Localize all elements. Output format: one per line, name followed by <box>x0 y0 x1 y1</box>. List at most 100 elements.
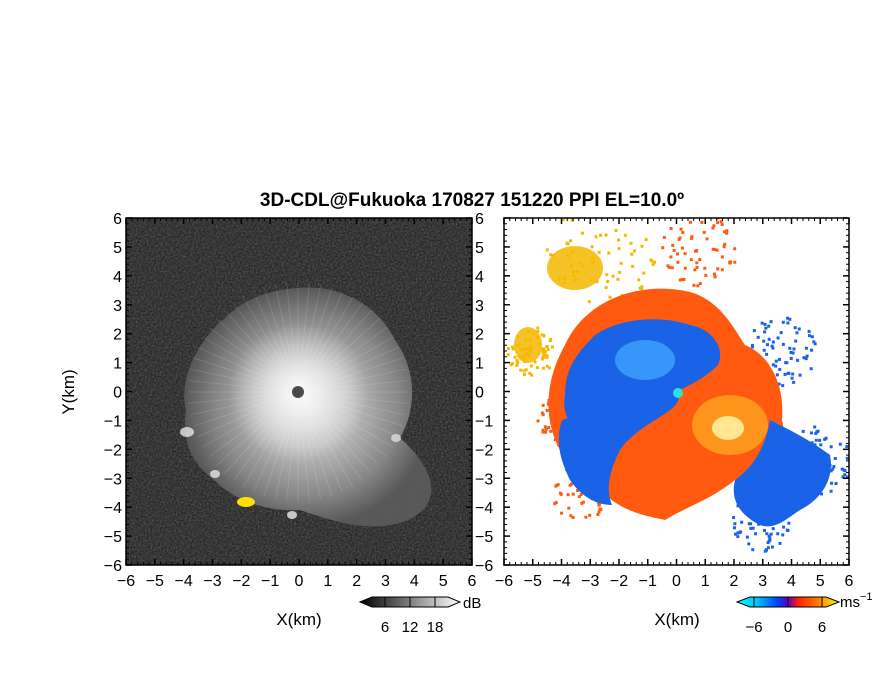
reflectivity-ray <box>297 318 381 393</box>
velocity-echo-pixel <box>732 516 736 520</box>
reflectivity-rays <box>188 282 408 502</box>
velocity-echo-pixel <box>781 320 785 324</box>
velocity-echo-pixel <box>670 266 674 270</box>
reflectivity-ray <box>297 391 333 497</box>
velocity-echo-pixel <box>543 350 547 354</box>
velocity-echo-pixel <box>560 511 564 515</box>
velocity-echo-pixel <box>843 469 847 473</box>
y-tick-label: −5 <box>104 529 122 546</box>
velocity-echo-pixel <box>766 541 770 545</box>
velocity-x-label: X(km) <box>654 610 699 629</box>
velocity-echo-pixel <box>791 372 795 376</box>
velocity-echo-pixel <box>546 402 550 406</box>
velocity-echo-pixel <box>720 255 724 259</box>
velocity-echo-pixel <box>778 367 782 371</box>
velocity-echo-pixel <box>841 475 845 479</box>
reflectivity-ray <box>297 391 322 500</box>
velocity-echo-pixel <box>719 220 723 224</box>
velocity-echo-pixel <box>644 238 648 242</box>
x-tick-label: −6 <box>117 573 135 590</box>
velocity-echo-pixel <box>736 531 740 535</box>
velocity-echo-pixel <box>623 233 627 237</box>
velocity-echo-pixel <box>679 227 683 231</box>
reflectivity-ray <box>215 391 299 466</box>
velocity-echo-pixel <box>548 339 552 343</box>
velocity-echo-pixel <box>790 376 794 380</box>
velocity-echo-pixel <box>510 345 514 349</box>
velocity-echo-pixel <box>764 548 768 552</box>
velocity-echo-pixel <box>778 541 782 545</box>
velocity-echo-pixel <box>690 235 694 239</box>
velocity-echo-pixel <box>733 247 737 251</box>
velocity-echo-pixel <box>630 252 634 256</box>
reflectivity-ray <box>297 391 344 493</box>
velocity-echo-pixel <box>733 522 737 526</box>
velocity-echo-pixel <box>760 321 764 325</box>
strong-echo-spot <box>237 497 255 507</box>
velocity-echo-pixel <box>540 347 544 351</box>
reflectivity-ray <box>190 368 299 393</box>
velocity-echo-pixel <box>617 247 621 251</box>
y-tick-label: 2 <box>475 327 484 344</box>
reflectivity-ray <box>242 391 299 488</box>
velocity-echo-pixel <box>540 357 544 361</box>
reflectivity-y-label: Y(km) <box>59 369 78 414</box>
velocity-echo-pixel <box>542 355 546 359</box>
reflectivity-ray <box>202 391 299 448</box>
velocity-echo-pixel <box>766 546 770 550</box>
velocity-echo-pixel <box>629 241 633 245</box>
reflectivity-ray <box>297 391 354 488</box>
y-tick-label: 1 <box>113 356 122 373</box>
x-tick-label: −2 <box>232 573 250 590</box>
velocity-echo-pixel <box>667 265 671 269</box>
velocity-echo-pixel <box>771 545 775 549</box>
reflectivity-ray <box>297 391 310 502</box>
velocity-echo-pixel <box>662 235 666 239</box>
velocity-echo-pixel <box>766 343 770 347</box>
velocity-echo-pixel <box>716 221 720 225</box>
velocity-echo-pixel <box>544 427 548 431</box>
reflectivity-ray <box>224 309 299 393</box>
echo-patch <box>287 511 297 519</box>
velocity-echo-pixel <box>711 247 715 251</box>
velocity-echo-pixel <box>519 368 523 372</box>
velocity-echo-pixel <box>784 361 788 365</box>
velocity-echo-pixel <box>545 345 549 349</box>
velocity-colorbar-unit: ms−1 <box>840 591 873 611</box>
velocity-echo-pixel <box>653 260 657 264</box>
x-tick-label: −6 <box>495 573 513 590</box>
reflectivity-ray <box>297 391 394 448</box>
x-tick-label: 1 <box>701 573 710 590</box>
velocity-echo-pixel <box>810 441 814 445</box>
velocity-echo-pixel <box>672 248 676 252</box>
velocity-echo-pixel <box>720 223 724 227</box>
velocity-echo-pixel <box>720 213 723 216</box>
velocity-echo-pixel <box>813 342 817 346</box>
reflectivity-ray <box>252 391 299 493</box>
velocity-echo-pixel <box>829 469 833 473</box>
velocity-echo-pixel <box>705 212 708 215</box>
velocity-echo-pixel <box>516 360 520 364</box>
velocity-echo-pixel <box>533 360 537 364</box>
velocity-echo-pixel <box>713 275 717 279</box>
velocity-echo-pixel <box>599 507 603 511</box>
velocity-echo-pixel <box>550 345 554 349</box>
echo-patch <box>210 470 220 478</box>
reflectivity-ray <box>297 336 394 393</box>
velocity-echo-pixel <box>768 536 772 540</box>
velocity-echo-pixel <box>782 525 786 529</box>
reflectivity-ray <box>297 291 344 393</box>
velocity-echo-pixel <box>815 430 819 434</box>
velocity-echo-pixel <box>833 457 837 461</box>
y-tick-label: 5 <box>113 240 122 257</box>
velocity-echo-pixel <box>762 348 766 352</box>
reflectivity-ray <box>263 391 299 497</box>
velocity-echo-pixel <box>569 482 573 486</box>
reflectivity-ray <box>297 284 322 393</box>
velocity-echo-pixel <box>801 429 805 433</box>
velocity-echo-pixel <box>513 355 517 359</box>
reflectivity-ray <box>297 326 388 393</box>
velocity-echo-pixel <box>619 261 623 265</box>
velocity-echo-pixel <box>763 330 767 334</box>
reflectivity-ray <box>297 391 406 416</box>
